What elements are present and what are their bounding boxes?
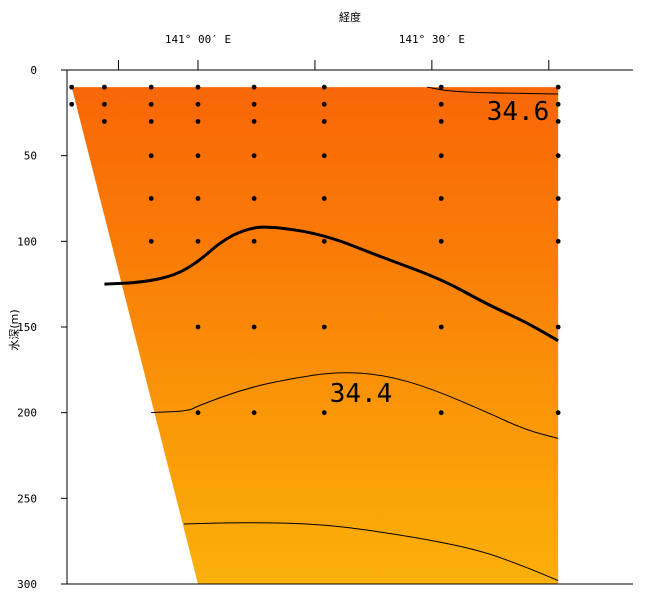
station-point bbox=[321, 410, 327, 416]
station-point bbox=[555, 119, 561, 124]
station-point bbox=[555, 410, 561, 416]
axes: 141° 00′ E 141° 30′ E 0 50 100 150 200 250 300 bbox=[17, 33, 633, 591]
y-tick-label: 0 bbox=[30, 64, 37, 77]
station-point bbox=[251, 119, 257, 124]
station-point bbox=[438, 238, 444, 244]
y-tick-label: 50 bbox=[24, 150, 37, 163]
station-point bbox=[321, 119, 327, 124]
station-point bbox=[251, 410, 257, 416]
station-point bbox=[195, 238, 201, 244]
station-point bbox=[555, 153, 561, 159]
station-point bbox=[195, 153, 201, 159]
contour-line bbox=[151, 372, 559, 439]
station-points bbox=[69, 84, 561, 416]
contour-label: 34.4 bbox=[330, 379, 393, 409]
station-point bbox=[555, 101, 561, 107]
station-point bbox=[195, 101, 201, 107]
station-point bbox=[438, 119, 444, 124]
station-point bbox=[438, 84, 444, 90]
station-point bbox=[148, 84, 154, 90]
station-point bbox=[321, 153, 327, 159]
station-point bbox=[102, 84, 107, 90]
station-point bbox=[555, 238, 561, 244]
y-tick-label: 250 bbox=[17, 492, 37, 505]
station-point bbox=[251, 101, 257, 107]
station-point bbox=[251, 84, 257, 90]
station-point bbox=[69, 84, 75, 90]
station-point bbox=[148, 153, 154, 159]
station-point bbox=[438, 196, 444, 201]
station-point bbox=[195, 196, 201, 201]
station-point bbox=[251, 324, 257, 330]
station-point bbox=[148, 101, 154, 107]
station-point bbox=[321, 84, 327, 90]
station-point bbox=[251, 196, 257, 201]
data-fill-layer bbox=[71, 87, 559, 584]
x-tick-label: 141° 00′ E bbox=[165, 33, 231, 46]
x-tick-label: 141° 30′ E bbox=[399, 33, 465, 46]
station-point bbox=[321, 101, 327, 107]
station-point bbox=[555, 324, 561, 330]
station-point bbox=[438, 324, 444, 330]
station-point bbox=[251, 153, 257, 159]
station-point bbox=[102, 101, 107, 107]
station-point bbox=[148, 238, 154, 244]
y-tick-label: 150 bbox=[17, 321, 37, 334]
station-point bbox=[555, 196, 561, 201]
station-point bbox=[251, 238, 257, 244]
contour-line bbox=[427, 86, 559, 95]
contour-line bbox=[104, 225, 559, 343]
station-point bbox=[438, 101, 444, 107]
station-point bbox=[148, 196, 154, 201]
station-point bbox=[321, 324, 327, 330]
station-point bbox=[195, 410, 201, 416]
station-point bbox=[102, 119, 107, 124]
station-point bbox=[555, 84, 561, 90]
station-point bbox=[148, 119, 154, 124]
station-point bbox=[321, 196, 327, 201]
station-point bbox=[438, 153, 444, 159]
y-tick-label: 100 bbox=[17, 235, 37, 248]
contour-line bbox=[183, 522, 559, 582]
y-tick-label: 200 bbox=[17, 407, 37, 420]
station-point bbox=[195, 119, 201, 124]
section-fill bbox=[71, 87, 559, 584]
x-axis-title: 経度 bbox=[339, 10, 361, 24]
station-point bbox=[438, 410, 444, 416]
station-point bbox=[195, 84, 201, 90]
station-point bbox=[321, 238, 327, 244]
station-point bbox=[69, 101, 75, 107]
y-tick-label: 300 bbox=[17, 578, 37, 591]
contour-layer: 34.6 34.4 bbox=[104, 86, 559, 582]
y-axis-title: 水深(m) bbox=[8, 309, 21, 350]
contour-label: 34.6 bbox=[487, 97, 550, 127]
station-point bbox=[195, 324, 201, 330]
